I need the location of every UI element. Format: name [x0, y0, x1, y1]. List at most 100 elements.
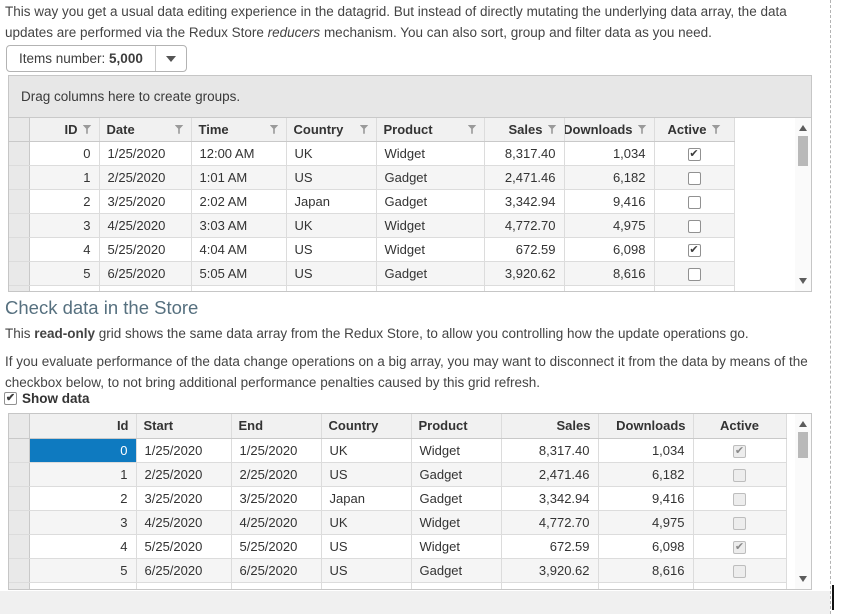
- cell-sales[interactable]: 8,317.40: [501, 438, 599, 463]
- cell-product[interactable]: Gadget: [411, 582, 502, 589]
- cell-sales[interactable]: 3,920.62: [501, 558, 599, 583]
- cell-id[interactable]: 5: [29, 558, 137, 583]
- cell-end[interactable]: 1/25/2020: [231, 438, 322, 463]
- cell-product[interactable]: Gadget: [411, 486, 502, 511]
- column-header-active[interactable]: Active: [693, 414, 787, 439]
- cell-downloads[interactable]: 9,416: [598, 486, 694, 511]
- scroll-up-arrow-icon[interactable]: [799, 421, 807, 427]
- cell-product[interactable]: Gadget: [411, 462, 502, 487]
- cell-product[interactable]: Gadget: [376, 261, 485, 286]
- column-header-sales[interactable]: Sales: [501, 414, 599, 439]
- cell-end[interactable]: 6/25/2020: [231, 558, 322, 583]
- cell-sales[interactable]: 672.59: [501, 534, 599, 559]
- cell-sales[interactable]: 672.59: [484, 237, 565, 262]
- cell-id[interactable]: 6: [29, 285, 100, 291]
- group-panel-dropzone[interactable]: Drag columns here to create groups.: [9, 76, 811, 118]
- cell-id[interactable]: 4: [29, 534, 137, 559]
- filter-icon[interactable]: [269, 124, 279, 134]
- cell-country[interactable]: Japan: [321, 486, 412, 511]
- cell-downloads[interactable]: 6,182: [564, 165, 655, 190]
- column-header-downloads[interactable]: Downloads: [564, 118, 655, 142]
- cell-id[interactable]: 3: [29, 510, 137, 535]
- cell-sales[interactable]: 7,843.30: [484, 285, 565, 291]
- vertical-scrollbar[interactable]: [795, 414, 811, 589]
- active-checkbox[interactable]: [687, 147, 701, 161]
- cell-end[interactable]: 5/25/2020: [231, 534, 322, 559]
- cell-date[interactable]: 5/25/2020: [99, 237, 192, 262]
- cell-downloads[interactable]: 4,975: [598, 510, 694, 535]
- cell-date[interactable]: 1/25/2020: [99, 141, 192, 166]
- cell-downloads[interactable]: 6,098: [564, 237, 655, 262]
- column-header-id[interactable]: Id: [29, 414, 137, 439]
- cell-downloads[interactable]: 8,616: [564, 261, 655, 286]
- cell-time[interactable]: 1:01 AM: [191, 165, 287, 190]
- cell-id[interactable]: 1: [29, 165, 100, 190]
- cell-start[interactable]: 6/25/2020: [136, 558, 232, 583]
- cell-country[interactable]: US: [286, 237, 377, 262]
- cell-product[interactable]: [376, 285, 485, 291]
- cell-sales[interactable]: 3,342.94: [501, 486, 599, 511]
- filter-icon[interactable]: [711, 124, 721, 134]
- cell-sales[interactable]: 2,471.46: [484, 165, 565, 190]
- cell-sales[interactable]: 3,920.62: [484, 261, 565, 286]
- cell-id[interactable]: 0: [29, 141, 100, 166]
- cell-end[interactable]: 2/25/2020: [231, 462, 322, 487]
- column-header-start[interactable]: Start: [136, 414, 232, 439]
- column-header-end[interactable]: End: [231, 414, 322, 439]
- cell-downloads[interactable]: 4,975: [564, 213, 655, 238]
- cell-id[interactable]: 6: [29, 582, 137, 589]
- cell-country[interactable]: UK: [321, 438, 412, 463]
- column-header-downloads[interactable]: Downloads: [598, 414, 694, 439]
- cell-country[interactable]: US: [286, 261, 377, 286]
- cell-product[interactable]: Gadget: [376, 189, 485, 214]
- scroll-up-arrow-icon[interactable]: [799, 125, 807, 131]
- cell-product[interactable]: Gadget: [376, 165, 485, 190]
- filter-icon[interactable]: [547, 124, 557, 134]
- column-header-country[interactable]: Country: [321, 414, 412, 439]
- cell-country[interactable]: US: [321, 462, 412, 487]
- cell-downloads[interactable]: 1,034: [598, 438, 694, 463]
- scroll-down-arrow-icon[interactable]: [799, 576, 807, 582]
- items-number-dropdown-button[interactable]: [154, 46, 186, 71]
- cell-date[interactable]: 4/25/2020: [99, 213, 192, 238]
- show-data-checkbox[interactable]: [4, 392, 17, 405]
- cell-sales[interactable]: 8,317.40: [484, 141, 565, 166]
- cell-sales[interactable]: 4,772.70: [501, 510, 599, 535]
- cell-end[interactable]: 4/25/2020: [231, 510, 322, 535]
- cell-downloads[interactable]: 1,034: [564, 141, 655, 166]
- cell-country[interactable]: UK: [286, 213, 377, 238]
- scrollbar-thumb[interactable]: [798, 136, 808, 166]
- cell-id[interactable]: 5: [29, 261, 100, 286]
- cell-date[interactable]: 3/25/2020: [99, 189, 192, 214]
- items-number-dropdown[interactable]: Items number: 5,000: [6, 45, 187, 72]
- column-header-active[interactable]: Active: [654, 118, 735, 142]
- filter-icon[interactable]: [637, 124, 647, 134]
- cell-product[interactable]: Gadget: [411, 558, 502, 583]
- cell-downloads[interactable]: 1,439: [564, 285, 655, 291]
- cell-country[interactable]: Japan: [286, 189, 377, 214]
- cell-sales[interactable]: 7,843.30: [501, 582, 599, 589]
- cell-time[interactable]: 2:02 AM: [191, 189, 287, 214]
- cell-downloads[interactable]: 8,616: [598, 558, 694, 583]
- cell-country[interactable]: US: [321, 558, 412, 583]
- cell-country[interactable]: US: [321, 534, 412, 559]
- cell-country[interactable]: UK: [286, 141, 377, 166]
- cell-downloads[interactable]: 1,439: [598, 582, 694, 589]
- scroll-down-arrow-icon[interactable]: [799, 278, 807, 284]
- column-header-product[interactable]: Product: [376, 118, 485, 142]
- cell-time[interactable]: 12:00 AM: [191, 141, 287, 166]
- resize-handle[interactable]: [832, 585, 834, 610]
- filter-icon[interactable]: [174, 124, 184, 134]
- filter-icon[interactable]: [467, 124, 477, 134]
- cell-time[interactable]: 5:05 AM: [191, 261, 287, 286]
- cell-start[interactable]: 3/25/2020: [136, 486, 232, 511]
- filter-icon[interactable]: [359, 124, 369, 134]
- column-header-time[interactable]: Time: [191, 118, 287, 142]
- cell-date[interactable]: 7/25/2020: [99, 285, 192, 291]
- cell-id[interactable]: 1: [29, 462, 137, 487]
- cell-end[interactable]: 7/25/2020: [231, 582, 322, 589]
- cell-end[interactable]: 3/25/2020: [231, 486, 322, 511]
- cell-country[interactable]: US: [286, 165, 377, 190]
- cell-id[interactable]: 4: [29, 237, 100, 262]
- cell-country[interactable]: UK: [321, 510, 412, 535]
